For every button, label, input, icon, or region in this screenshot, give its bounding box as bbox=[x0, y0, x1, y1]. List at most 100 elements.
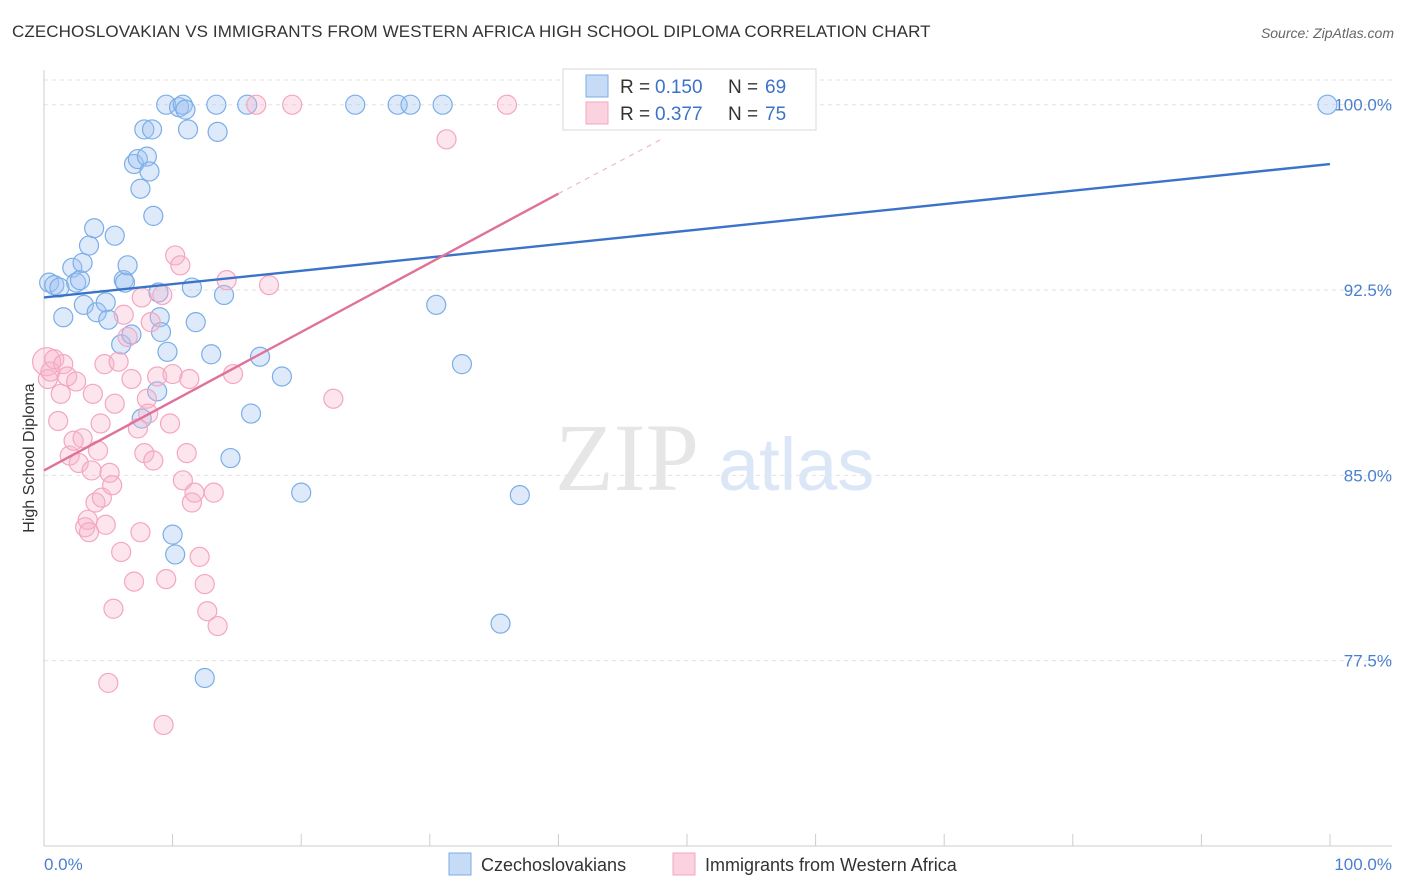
point-czechoslovakians-54 bbox=[345, 94, 366, 115]
point-immigrants-47 bbox=[162, 363, 183, 385]
y-axis-label: High School Diploma bbox=[21, 383, 38, 533]
point-czechoslovakians-19 bbox=[121, 324, 142, 345]
point-czechoslovakians-8 bbox=[73, 294, 94, 315]
point-immigrants-6 bbox=[53, 354, 74, 375]
legend-n-label-0: N = bbox=[728, 77, 758, 98]
point-immigrants-30 bbox=[113, 304, 134, 325]
point-immigrants-16 bbox=[81, 460, 102, 481]
chart-title: CZECHOSLOVAKIAN VS IMMIGRANTS FROM WESTE… bbox=[12, 22, 931, 41]
point-czechoslovakians-33 bbox=[156, 94, 177, 115]
point-czechoslovakians-50 bbox=[240, 403, 262, 424]
point-immigrants-10 bbox=[66, 371, 87, 392]
point-immigrants-12 bbox=[72, 428, 93, 449]
point-immigrants-65 bbox=[323, 388, 344, 409]
series-legend: Czechoslovakians Immigrants from Western… bbox=[448, 852, 958, 876]
point-immigrants-56 bbox=[194, 573, 215, 595]
point-immigrants-49 bbox=[170, 255, 191, 276]
point-czechoslovakians-36 bbox=[165, 544, 186, 565]
point-immigrants-67 bbox=[496, 94, 518, 115]
point-czechoslovakians-39 bbox=[175, 99, 196, 120]
point-czechoslovakians-25 bbox=[136, 146, 157, 167]
legend-r-label-0: R = bbox=[620, 77, 650, 98]
point-immigrants-51 bbox=[176, 443, 197, 464]
point-immigrants-28 bbox=[108, 351, 129, 372]
point-immigrants-68 bbox=[98, 672, 119, 694]
point-czechoslovakians-53 bbox=[291, 482, 312, 503]
point-immigrants-5 bbox=[50, 383, 71, 404]
series-czechoslovakians-points bbox=[39, 94, 1338, 689]
point-czechoslovakians-35 bbox=[162, 524, 183, 545]
point-immigrants-42 bbox=[147, 366, 168, 387]
point-czechoslovakians-30 bbox=[148, 282, 169, 303]
point-czechoslovakians-2 bbox=[49, 277, 70, 298]
stats-legend: R = 0.150 N = 69 R = 0.377 N = 75 bbox=[562, 68, 817, 131]
watermark-atlas: atlas bbox=[718, 423, 874, 506]
point-czechoslovakians-28 bbox=[143, 205, 164, 227]
point-czechoslovakians-0 bbox=[39, 272, 60, 293]
point-czechoslovakians-14 bbox=[104, 225, 125, 246]
point-czechoslovakians-46 bbox=[207, 121, 228, 142]
point-czechoslovakians-44 bbox=[201, 344, 222, 365]
point-czechoslovakians-47 bbox=[213, 284, 235, 306]
point-immigrants-50 bbox=[172, 470, 193, 491]
point-czechoslovakians-22 bbox=[130, 178, 151, 199]
point-immigrants-66 bbox=[436, 129, 457, 150]
point-czechoslovakians-61 bbox=[509, 485, 530, 506]
legend-swatch-immigrants bbox=[585, 101, 609, 125]
grid-lines bbox=[44, 79, 1392, 662]
legend-swatch-czechoslovakians bbox=[585, 74, 609, 98]
point-immigrants-41 bbox=[143, 450, 164, 471]
point-immigrants-45 bbox=[156, 569, 177, 590]
watermark-zip: ZIP bbox=[555, 404, 699, 511]
point-immigrants-20 bbox=[90, 413, 111, 434]
point-czechoslovakians-4 bbox=[62, 257, 83, 278]
legend-n-value-1: 75 bbox=[765, 104, 786, 125]
point-immigrants-25 bbox=[102, 475, 123, 496]
point-czechoslovakians-34 bbox=[157, 341, 178, 362]
point-immigrants-63 bbox=[258, 274, 280, 296]
point-immigrants-31 bbox=[117, 326, 138, 348]
x-tick-label-max: 100.0% bbox=[1334, 855, 1392, 874]
point-czechoslovakians-40 bbox=[177, 119, 199, 140]
point-immigrants-57 bbox=[197, 601, 218, 622]
x-axis-ticks bbox=[43, 834, 1331, 846]
y-tick-label-2: 92.5% bbox=[1344, 281, 1392, 300]
point-immigrants-26 bbox=[103, 598, 124, 619]
point-immigrants-29 bbox=[111, 541, 132, 563]
point-immigrants-48 bbox=[165, 245, 186, 266]
point-czechoslovakians-10 bbox=[84, 218, 105, 239]
point-czechoslovakians-6 bbox=[69, 270, 91, 291]
point-czechoslovakians-42 bbox=[185, 312, 206, 333]
trend-line-0 bbox=[43, 162, 1331, 299]
point-immigrants-59 bbox=[207, 615, 228, 637]
trend-lines bbox=[43, 138, 1331, 472]
point-czechoslovakians-62 bbox=[1317, 94, 1338, 115]
point-czechoslovakians-26 bbox=[139, 161, 160, 182]
point-immigrants-2 bbox=[40, 361, 61, 382]
point-czechoslovakians-13 bbox=[98, 309, 119, 330]
point-immigrants-54 bbox=[184, 482, 205, 503]
point-czechoslovakians-3 bbox=[53, 307, 74, 328]
point-immigrants-27 bbox=[104, 393, 125, 414]
legend-r-value-0: 0.150 bbox=[655, 77, 703, 98]
point-immigrants-43 bbox=[152, 284, 173, 306]
point-immigrants-4 bbox=[48, 410, 69, 432]
trend-line-extension-1 bbox=[558, 138, 662, 195]
point-czechoslovakians-12 bbox=[95, 292, 116, 313]
point-czechoslovakians-27 bbox=[141, 119, 163, 140]
point-immigrants-32 bbox=[121, 368, 142, 390]
source-label: Source: ZipAtlas.com bbox=[1260, 25, 1394, 41]
point-immigrants-15 bbox=[78, 522, 100, 543]
point-immigrants-64 bbox=[282, 94, 303, 115]
point-czechoslovakians-18 bbox=[117, 255, 138, 276]
point-immigrants-44 bbox=[153, 714, 174, 736]
point-immigrants-35 bbox=[130, 522, 151, 543]
legend-r-label-1: R = bbox=[620, 104, 650, 125]
point-czechoslovakians-1 bbox=[44, 274, 65, 296]
point-czechoslovakians-48 bbox=[220, 447, 241, 469]
point-czechoslovakians-60 bbox=[490, 613, 511, 634]
legend-r-value-1: 0.377 bbox=[655, 104, 703, 125]
point-immigrants-36 bbox=[131, 287, 152, 308]
y-tick-labels: 77.5% 85.0% 92.5% 100.0% bbox=[1334, 96, 1392, 671]
